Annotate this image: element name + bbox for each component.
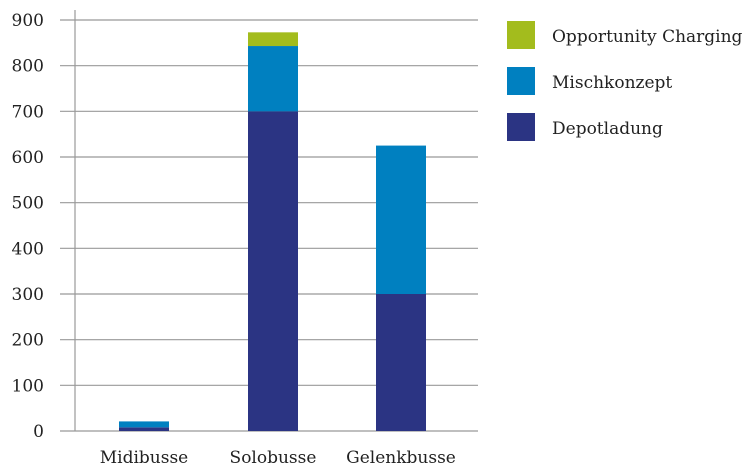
y-tick-label-0: 0 — [33, 422, 44, 442]
y-tick-label-200: 200 — [12, 331, 44, 351]
legend-swatch-depotladung — [507, 113, 535, 141]
bar-midibusse-depotladung — [119, 427, 169, 431]
x-category-label-midibusse: Midibusse — [100, 448, 189, 466]
bar-midibusse-mischkonzept — [119, 421, 169, 428]
y-tick-label-900: 900 — [12, 11, 44, 31]
y-tick-label-600: 600 — [12, 148, 44, 168]
bar-gelenkbusse-mischkonzept — [376, 145, 426, 294]
legend-swatch-opportunity-charging — [507, 21, 535, 49]
legend-swatch-mischkonzept — [507, 67, 535, 95]
bar-solobusse-mischkonzept — [248, 46, 298, 112]
y-tick-label-700: 700 — [12, 102, 44, 122]
legend-label-depotladung: Depotladung — [552, 119, 663, 139]
x-category-label-gelenkbusse: Gelenkbusse — [346, 448, 456, 466]
x-category-labels: Midibusse Solobusse Gelenkbusse — [100, 448, 456, 466]
bars — [119, 32, 426, 431]
y-tick-label-400: 400 — [12, 239, 44, 259]
bar-gelenkbusse-depotladung — [376, 294, 426, 431]
y-tick-labels: 0 100 200 300 400 500 600 700 800 900 — [12, 11, 44, 442]
y-tick-label-300: 300 — [12, 285, 44, 305]
bar-solobusse-opportunity-charging — [248, 32, 298, 47]
legend: Opportunity Charging Mischkonzept Depotlad… — [507, 21, 743, 141]
legend-label-opportunity-charging: Opportunity Charging — [552, 27, 743, 47]
y-tick-label-800: 800 — [12, 57, 44, 77]
y-tick-label-500: 500 — [12, 194, 44, 214]
bar-solobusse-depotladung — [248, 111, 298, 431]
x-category-label-solobusse: Solobusse — [230, 448, 317, 466]
y-tick-label-100: 100 — [12, 376, 44, 396]
legend-label-mischkonzept: Mischkonzept — [552, 73, 672, 93]
